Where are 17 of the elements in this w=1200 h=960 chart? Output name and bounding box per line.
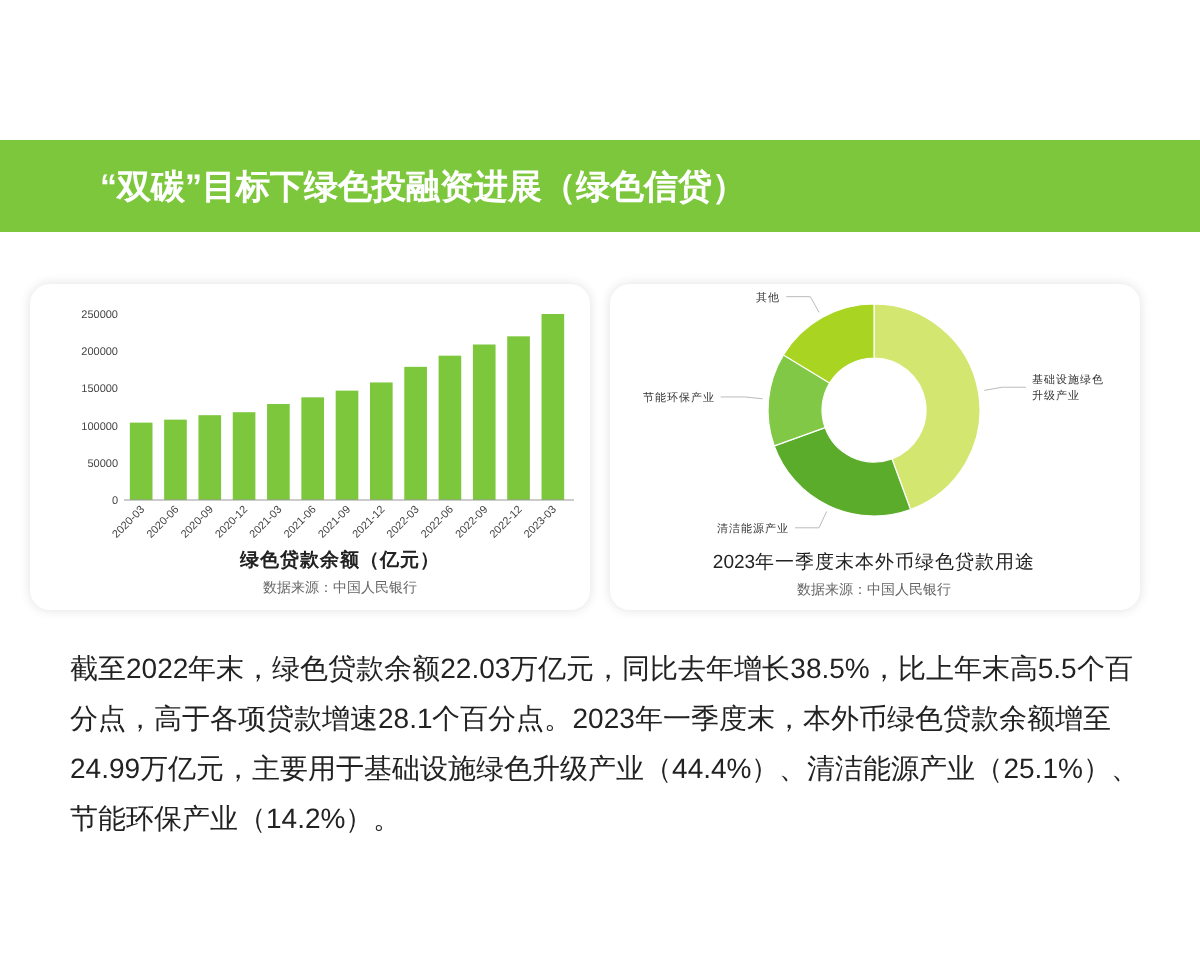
bar bbox=[369, 382, 393, 500]
bar bbox=[438, 355, 462, 500]
text: 绿色贷款余额（亿元） bbox=[238, 548, 440, 572]
bar bbox=[301, 397, 325, 500]
text: 截至2022年末，绿色贷款余额22.03万亿元，同比去年增长38.5%，比上年末高5.5个百分点，高于各项贷款增速28.1个百分点。2023年一季度末，本外币绿色贷款余额增至24.99万亿元，主要用于基础设施绿色升级产业（44.4%）、清洁能源产业（25.1%）、节能环保产业（14.2%）。 bbox=[70, 650, 1141, 838]
bar bbox=[507, 336, 530, 500]
text: “双碳”目标下绿色投融资进展（绿色信贷） bbox=[100, 166, 746, 210]
text: 2023年一季度末本外币绿色贷款用途 bbox=[712, 550, 1036, 574]
bar bbox=[404, 366, 427, 500]
bar bbox=[164, 419, 187, 500]
bar bbox=[541, 314, 565, 500]
bar bbox=[335, 390, 359, 500]
bar bbox=[129, 422, 153, 500]
bar bbox=[472, 344, 496, 500]
bar bbox=[232, 412, 256, 500]
bar bbox=[198, 415, 222, 500]
bar bbox=[267, 404, 290, 500]
